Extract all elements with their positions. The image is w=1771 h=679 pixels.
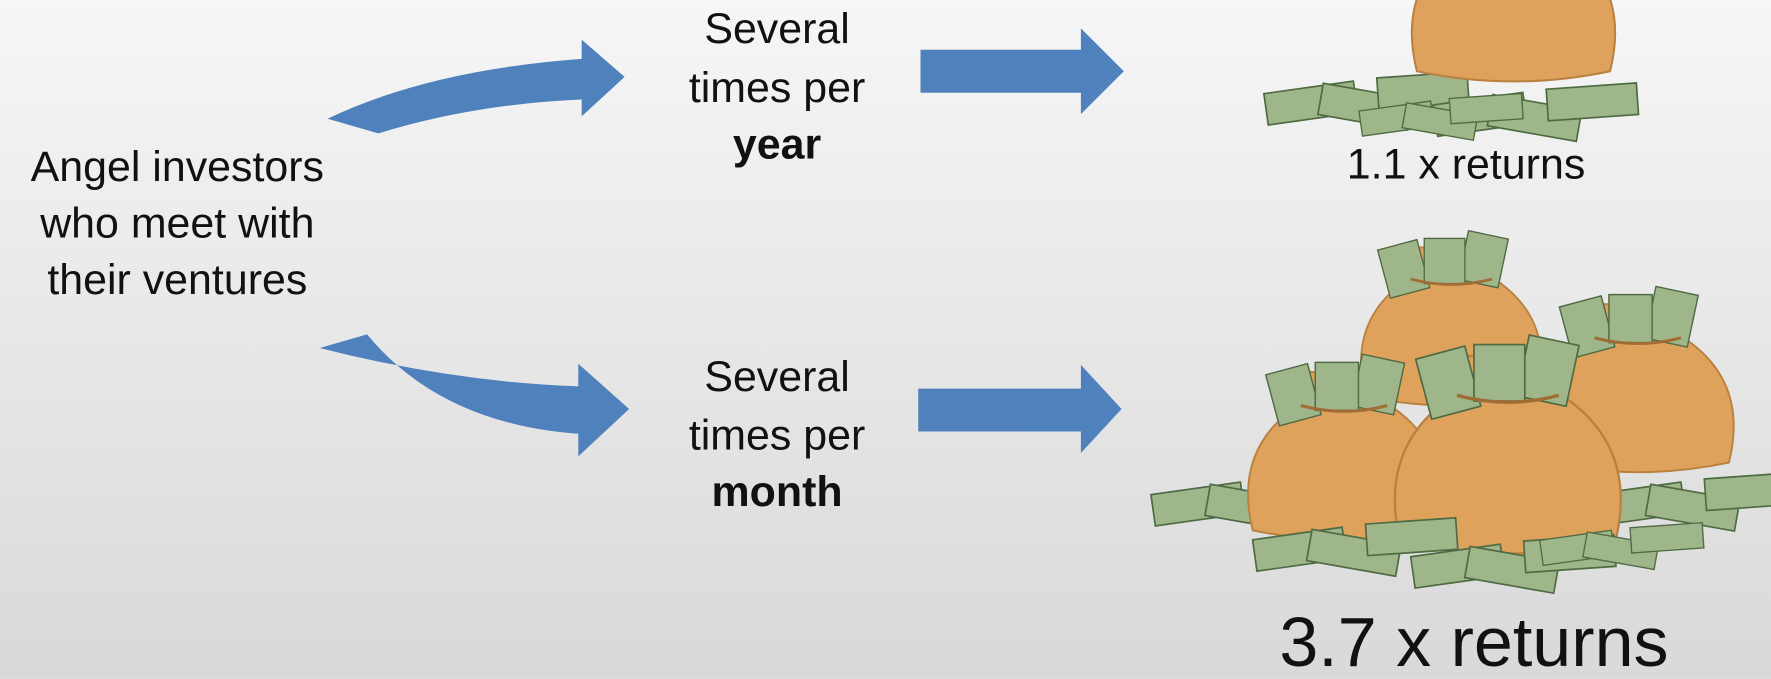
source-line: Angel investors <box>31 143 324 191</box>
source-line: who meet with <box>39 199 314 247</box>
source-line: their ventures <box>47 256 307 304</box>
frequency-line: Several <box>704 353 849 401</box>
straight-arrow <box>918 364 1122 454</box>
frequency-line: times per <box>689 64 865 112</box>
straight-arrow <box>920 28 1124 115</box>
frequency-line: Several <box>704 5 849 53</box>
curved-arrow <box>319 334 630 457</box>
frequency-emphasis: month <box>712 468 843 516</box>
frequency-line: times per <box>689 412 865 460</box>
curved-arrow <box>327 39 625 134</box>
result: 3.7 x returns <box>1279 603 1668 679</box>
frequency-emphasis: year <box>733 120 822 168</box>
result: 1.1 x returns <box>1347 141 1585 189</box>
